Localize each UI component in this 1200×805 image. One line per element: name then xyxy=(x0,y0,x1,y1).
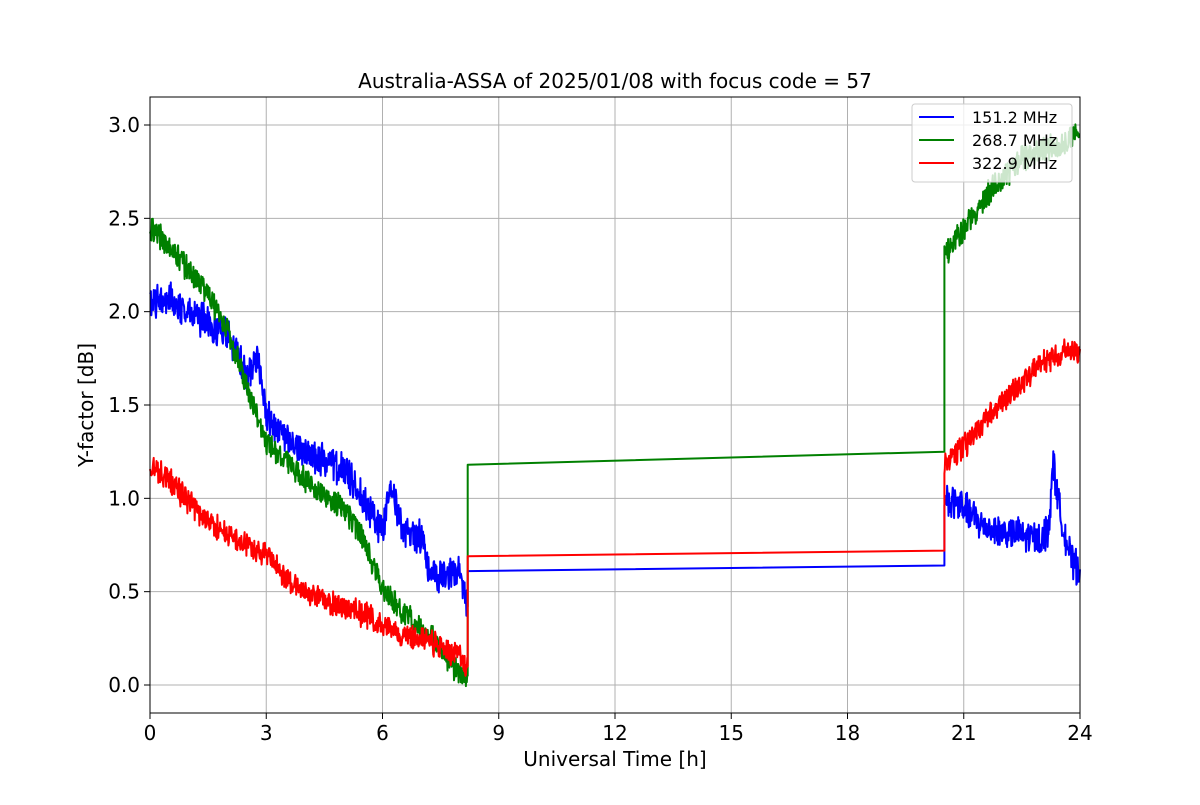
chart-title: Australia-ASSA of 2025/01/08 with focus … xyxy=(358,69,872,93)
x-axis-label: Universal Time [h] xyxy=(523,747,706,771)
x-tick-label: 3 xyxy=(260,721,273,745)
legend: 151.2 MHz 268.7 MHz 322.9 MHz xyxy=(911,103,1073,183)
axis-ticks: 0 3 6 9 12 15 18 21 24 0.0 0.5 1.0 1.5 2.0 2.5 3.0 xyxy=(108,113,1093,745)
x-tick-label: 12 xyxy=(602,721,627,745)
y-tick-label: 1.5 xyxy=(108,393,140,417)
y-tick-label: 3.0 xyxy=(108,113,140,137)
legend-label: 322.9 MHz xyxy=(972,154,1057,173)
series-line-2 xyxy=(149,338,1081,677)
x-tick-label: 15 xyxy=(719,721,744,745)
y-tick-label: 0.0 xyxy=(108,673,140,697)
x-tick-label: 18 xyxy=(835,721,860,745)
y-tick-label: 1.0 xyxy=(108,486,140,510)
y-tick-label: 2.0 xyxy=(108,300,140,324)
y-tick-label: 2.5 xyxy=(108,206,140,230)
x-tick-label: 9 xyxy=(492,721,505,745)
y-tick-label: 0.5 xyxy=(108,580,140,604)
x-tick-label: 21 xyxy=(951,721,976,745)
x-tick-label: 6 xyxy=(376,721,389,745)
x-tick-label: 24 xyxy=(1067,721,1092,745)
y-axis-label: Y-factor [dB] xyxy=(74,343,98,468)
x-tick-label: 0 xyxy=(144,721,157,745)
legend-label: 151.2 MHz xyxy=(972,108,1057,127)
legend-label: 268.7 MHz xyxy=(972,131,1057,150)
